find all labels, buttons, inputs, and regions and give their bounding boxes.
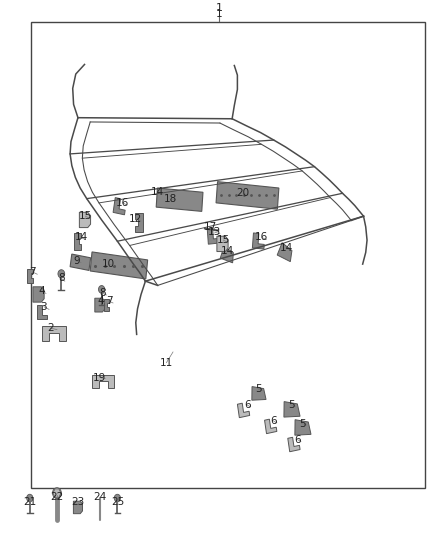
Polygon shape — [135, 213, 143, 232]
Text: 15: 15 — [79, 211, 92, 221]
Polygon shape — [70, 254, 91, 270]
Polygon shape — [103, 299, 109, 311]
Text: 3: 3 — [40, 302, 47, 312]
Polygon shape — [216, 182, 279, 209]
Polygon shape — [217, 236, 228, 252]
Text: 19: 19 — [93, 373, 106, 383]
Polygon shape — [113, 198, 125, 215]
Text: 14: 14 — [221, 246, 234, 256]
Polygon shape — [156, 188, 203, 212]
Circle shape — [58, 270, 65, 278]
Text: 24: 24 — [93, 492, 106, 502]
Text: 1: 1 — [215, 3, 223, 13]
Text: 5: 5 — [288, 400, 295, 410]
Text: 2: 2 — [47, 323, 54, 333]
Polygon shape — [74, 501, 82, 514]
Text: 8: 8 — [99, 288, 106, 298]
Text: 6: 6 — [244, 400, 251, 410]
Polygon shape — [252, 386, 266, 400]
Polygon shape — [74, 233, 81, 250]
Polygon shape — [33, 287, 44, 302]
Text: 11: 11 — [160, 358, 173, 368]
Text: 14: 14 — [280, 243, 293, 253]
Text: 14: 14 — [74, 232, 88, 243]
Polygon shape — [295, 419, 311, 435]
Text: 5: 5 — [255, 384, 262, 394]
Text: 16: 16 — [255, 232, 268, 243]
Circle shape — [27, 494, 33, 502]
Text: 4: 4 — [97, 296, 104, 306]
Text: 22: 22 — [50, 492, 64, 502]
Text: 7: 7 — [106, 296, 113, 306]
Polygon shape — [252, 233, 264, 249]
Polygon shape — [288, 437, 300, 452]
Text: 25: 25 — [111, 497, 124, 507]
Polygon shape — [79, 212, 91, 228]
Text: 7: 7 — [29, 267, 36, 277]
Polygon shape — [42, 326, 66, 341]
Polygon shape — [90, 252, 148, 279]
Text: 12: 12 — [129, 214, 142, 224]
Circle shape — [114, 494, 120, 502]
Polygon shape — [207, 229, 220, 244]
Polygon shape — [27, 269, 33, 282]
Text: 8: 8 — [58, 273, 65, 284]
Text: 5: 5 — [299, 419, 306, 429]
Text: 18: 18 — [163, 193, 177, 204]
Text: 20: 20 — [237, 188, 250, 198]
Circle shape — [99, 286, 105, 293]
Text: 13: 13 — [208, 227, 221, 237]
Text: 1: 1 — [215, 9, 223, 19]
Text: 9: 9 — [73, 256, 80, 266]
Polygon shape — [37, 305, 47, 319]
Polygon shape — [95, 298, 105, 312]
Polygon shape — [284, 401, 300, 417]
Polygon shape — [277, 243, 292, 262]
Text: 15: 15 — [217, 235, 230, 245]
Text: 23: 23 — [71, 497, 85, 507]
Bar — [31, 22, 425, 488]
Text: 4: 4 — [38, 286, 45, 296]
Text: 16: 16 — [116, 198, 129, 208]
Polygon shape — [220, 247, 233, 263]
Polygon shape — [237, 403, 250, 418]
Polygon shape — [92, 375, 114, 388]
Circle shape — [53, 488, 61, 498]
Polygon shape — [265, 419, 277, 434]
Text: 6: 6 — [294, 435, 301, 445]
Text: 6: 6 — [270, 416, 277, 426]
Text: 17: 17 — [204, 222, 217, 232]
Text: 10: 10 — [102, 259, 115, 269]
Text: 21: 21 — [23, 497, 36, 507]
Text: 14: 14 — [151, 187, 164, 197]
Polygon shape — [157, 188, 164, 204]
